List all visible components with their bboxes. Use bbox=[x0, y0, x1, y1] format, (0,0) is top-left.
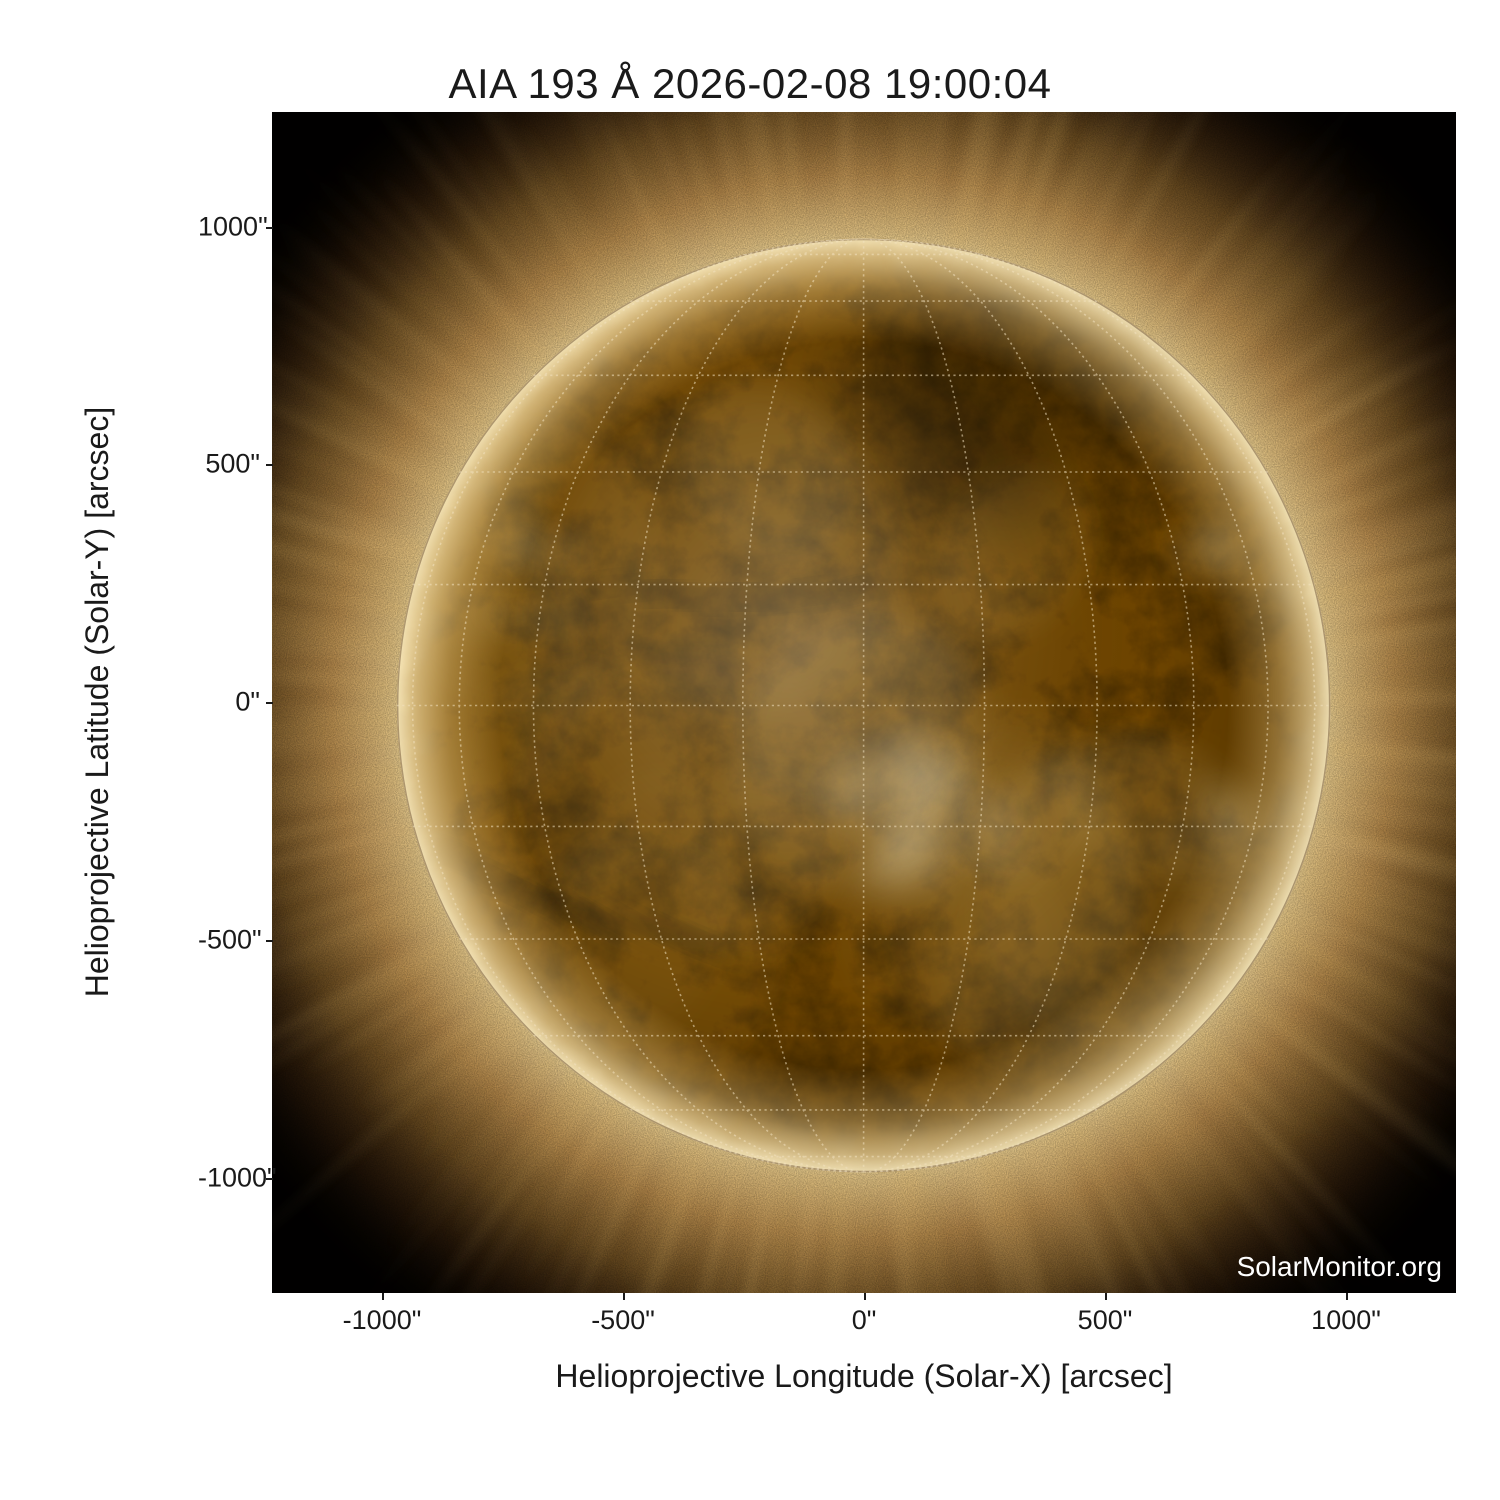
svg-text:Helioprojective Latitude (Sola: Helioprojective Latitude (Solar-Y) [arcs… bbox=[79, 407, 115, 997]
